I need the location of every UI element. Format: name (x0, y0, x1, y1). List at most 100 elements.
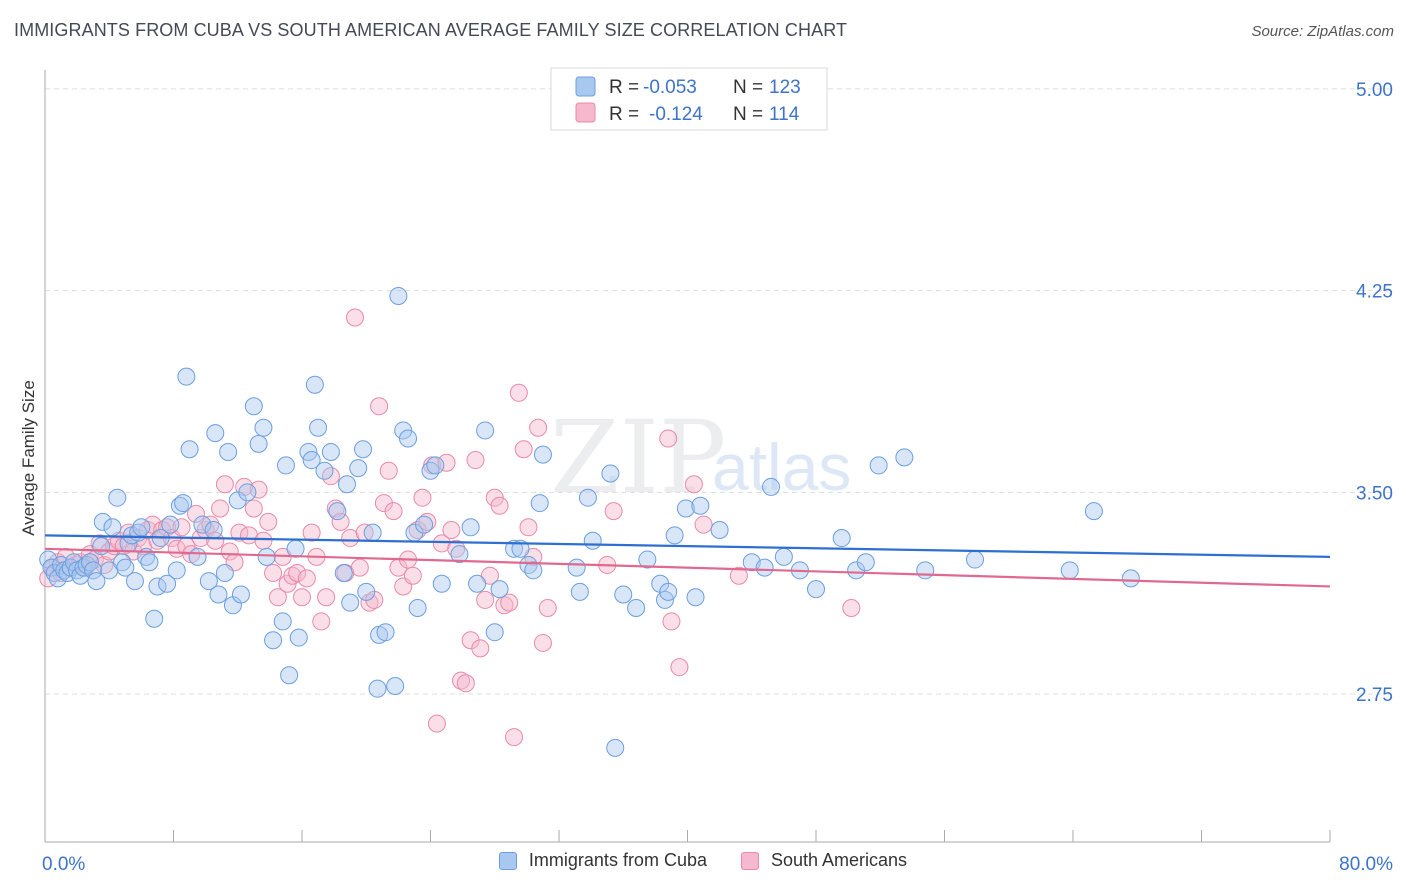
cuba-point-75 (363, 523, 382, 542)
cuba-point-56 (264, 631, 283, 650)
cuba-point-70 (337, 475, 356, 494)
cuba-point-76 (368, 679, 387, 698)
cuba-point-15 (87, 572, 106, 591)
cuba-point-68 (328, 502, 347, 521)
cuba-point-65 (309, 418, 328, 437)
south-americans-point-65 (350, 558, 369, 577)
cuba-point-55 (257, 547, 276, 566)
cuba-point-132 (1084, 502, 1103, 521)
cuba-point-104 (583, 531, 602, 550)
cuba-point-88 (432, 574, 451, 593)
south-americans-point-109 (670, 658, 689, 677)
cuba-point-74 (357, 582, 376, 601)
legend-item-south-americans[interactable]: South Americans (740, 850, 908, 871)
south-americans-point-47 (264, 564, 283, 583)
south-americans-point-111 (694, 515, 713, 534)
cuba-point-39 (180, 440, 199, 459)
south-americans-point-97 (505, 728, 524, 747)
cuba-point-86 (421, 461, 440, 480)
south-americans-point-107 (659, 429, 678, 448)
cuba-point-72 (349, 459, 368, 478)
cuba-point-126 (856, 553, 875, 572)
cuba-point-41 (193, 515, 212, 534)
x-tick-label-start: 0.0% (42, 854, 85, 875)
south-americans-point-86 (452, 671, 471, 690)
cuba-point-93 (485, 623, 504, 642)
legend-n-label-cuba: N = (733, 77, 763, 98)
cuba-point-121 (774, 547, 793, 566)
south-americans-point-78 (413, 488, 432, 507)
south-americans-point-98 (509, 383, 528, 402)
chart-title: IMMIGRANTS FROM CUBA VS SOUTH AMERICAN A… (14, 20, 848, 40)
watermark-atlas: atlas (712, 430, 851, 504)
legend-r-label-south-americans: R = (609, 104, 639, 125)
cuba-point-85 (415, 515, 434, 534)
legend-n-label-south-americans: N = (733, 104, 763, 125)
legend-item-cuba[interactable]: Immigrants from Cuba (498, 850, 707, 871)
cuba-point-27 (132, 518, 151, 537)
cuba-point-45 (209, 585, 228, 604)
south-americans-point-102 (529, 418, 548, 437)
legend-n-value-cuba: 123 (769, 77, 801, 98)
cuba-point-35 (167, 561, 186, 580)
south-americans-point-67 (360, 593, 379, 612)
south-americans-point-103 (533, 633, 552, 652)
cuba-point-114 (676, 499, 695, 518)
y-tick-label-0: 2.75 (1356, 685, 1393, 706)
legend-n-value-south-americans: 114 (769, 104, 800, 125)
south-americans-trend-line (44, 547, 1331, 588)
cuba-point-129 (916, 561, 935, 580)
legend-swatch-cuba (575, 76, 596, 97)
cuba-point-106 (606, 738, 625, 757)
cuba-point-50 (231, 585, 250, 604)
south-americans-point-87 (456, 674, 475, 693)
south-americans-point-104 (538, 598, 557, 617)
cuba-point-95 (505, 539, 524, 558)
chart-source: Source: ZipAtlas.com (1251, 23, 1394, 40)
south-americans-point-25 (158, 518, 177, 537)
cuba-point-64 (305, 375, 324, 394)
legend-swatch-cuba-bottom (498, 851, 517, 870)
y-axis-label: Average Family Size (19, 380, 38, 536)
cuba-point-101 (567, 558, 586, 577)
south-americans-point-38 (220, 542, 239, 561)
cuba-point-105 (601, 464, 620, 483)
south-americans-point-22 (143, 515, 162, 534)
y-tick-label-1: 3.50 (1356, 483, 1393, 504)
cuba-point-69 (334, 564, 353, 583)
x-tick-labels: 0.0% 80.0% (42, 854, 1393, 875)
south-americans-point-92 (480, 566, 499, 585)
cuba-point-34 (161, 515, 180, 534)
cuba-point-25 (125, 572, 144, 591)
cuba-point-94 (490, 580, 509, 599)
cuba-point-102 (570, 582, 589, 601)
south-americans-point-12 (95, 555, 114, 574)
cuba-point-29 (140, 553, 159, 572)
legend-label-south-americans: South Americans (770, 850, 908, 870)
x-tick-label-end: 80.0% (1339, 854, 1393, 875)
south-americans-point-55 (302, 523, 321, 542)
cuba-point-133 (1121, 569, 1140, 588)
legend-r-value-south-americans: -0.124 (649, 104, 703, 125)
south-americans-point-58 (317, 588, 336, 607)
south-americans-point-52 (288, 564, 307, 583)
south-americans-point-53 (293, 588, 311, 607)
cuba-point-87 (426, 456, 445, 475)
south-americans-point-90 (471, 639, 490, 658)
cuba-point-30 (145, 609, 164, 628)
south-americans-point-85 (447, 539, 466, 558)
cuba-point-130 (966, 550, 985, 569)
correlation-legend: R = -0.053 N = 123 R = -0.124 N = 114 (550, 67, 828, 131)
cuba-point-57 (273, 612, 292, 631)
cuba-point-40 (188, 547, 207, 566)
legend-label-cuba: Immigrants from Cuba (528, 850, 707, 870)
cuba-point-96 (511, 539, 530, 558)
south-americans-point-112 (729, 566, 748, 585)
cuba-point-100 (533, 445, 552, 464)
south-americans-point-44 (249, 480, 268, 499)
cuba-point-113 (665, 526, 684, 545)
cuba-point-98 (524, 561, 543, 580)
cuba-point-51 (238, 483, 257, 502)
south-americans-point-91 (476, 590, 495, 609)
south-americans-point-46 (259, 512, 278, 531)
